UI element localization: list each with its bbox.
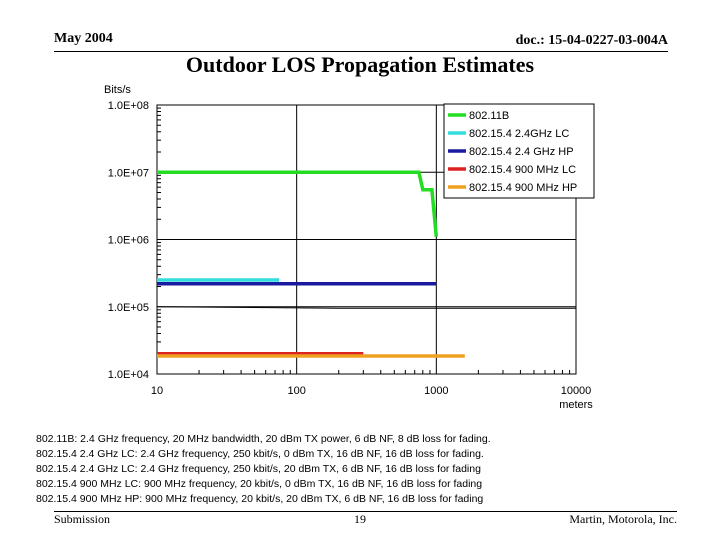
legend-label: 802.15.4 900 MHz HP xyxy=(469,182,577,194)
note-line: 802.15.4 2.4 GHz LC: 2.4 GHz frequency, … xyxy=(36,448,484,460)
series-line-802-11b xyxy=(157,170,439,237)
header-doc-id: doc.: 15-04-0227-03-004A xyxy=(515,33,668,48)
header-rule xyxy=(54,51,668,52)
header-date: May 2004 xyxy=(54,31,113,46)
note-line: 802.11B: 2.4 GHz frequency, 20 MHz bandw… xyxy=(36,433,491,445)
legend-label: 802.15.4 2.4 GHz HP xyxy=(469,146,574,158)
y-tick-label: 1.0E+05 xyxy=(108,302,149,314)
y-tick-label: 1.0E+06 xyxy=(108,235,149,247)
legend-label: 802.15.4 900 MHz LC xyxy=(469,164,576,176)
footer-page-number: 19 xyxy=(354,512,366,526)
legend-label: 802.11B xyxy=(469,110,509,122)
footer-rule xyxy=(54,511,677,512)
chart-title: Outdoor LOS Propagation Estimates xyxy=(185,52,535,77)
y-tick-label: 1.0E+04 xyxy=(108,369,149,381)
y-tick-label: 1.0E+08 xyxy=(108,100,149,112)
x-tick-label: 10 xyxy=(151,385,163,397)
x-tick-label: 10000 xyxy=(561,385,592,397)
note-line: 802.15.4 2.4 GHz LC: 2.4 GHz frequency, … xyxy=(36,463,481,475)
x-tick-label: 100 xyxy=(287,385,305,397)
y-tick-label: 1.0E+07 xyxy=(108,167,149,179)
footer-submission: Submission xyxy=(54,512,111,526)
notes-block: 802.11B: 2.4 GHz frequency, 20 MHz bandw… xyxy=(36,432,491,507)
y-axis-label: Bits/s xyxy=(104,84,131,96)
x-tick-label: 1000 xyxy=(424,385,448,397)
note-line: 802.15.4 900 MHz LC: 900 MHz frequency, … xyxy=(36,478,483,490)
legend-box xyxy=(443,103,595,199)
note-line: 802.15.4 900 MHz HP: 900 MHz frequency, … xyxy=(36,493,484,505)
reference-line xyxy=(156,306,576,309)
footer-author: Martin, Motorola, Inc. xyxy=(569,512,677,526)
x-axis-label: meters xyxy=(559,399,593,411)
legend-label: 802.15.4 2.4GHz LC xyxy=(469,128,569,140)
